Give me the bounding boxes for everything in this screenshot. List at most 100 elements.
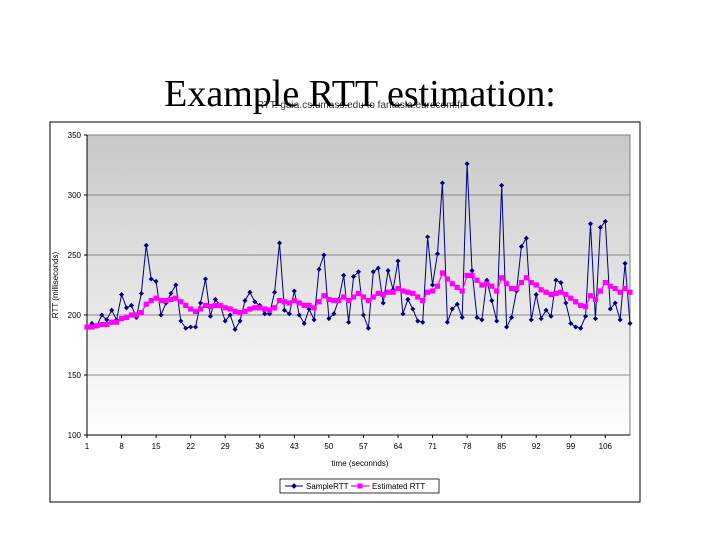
data-point (434, 283, 441, 289)
data-point (237, 318, 243, 324)
data-point (217, 302, 223, 308)
data-point (429, 288, 436, 294)
data-point (380, 292, 386, 298)
data-point (484, 281, 490, 287)
data-point (272, 289, 278, 295)
data-point (444, 276, 450, 282)
data-point (316, 266, 322, 272)
data-point (207, 304, 214, 310)
data-point (523, 275, 529, 281)
data-point (583, 313, 589, 319)
x-tick-label: 15 (152, 442, 161, 451)
data-point (331, 298, 337, 304)
x-tick-label: 78 (463, 442, 472, 451)
data-point (202, 276, 209, 282)
data-point (296, 312, 302, 318)
series-layer (84, 161, 633, 332)
data-point (311, 305, 317, 311)
data-point (558, 289, 564, 295)
data-point (222, 318, 228, 324)
data-point (326, 296, 332, 302)
data-point (375, 290, 381, 296)
data-point (395, 258, 401, 264)
data-point (454, 301, 460, 307)
data-point (360, 294, 367, 300)
y-tick-label: 100 (68, 431, 82, 440)
data-point (212, 302, 218, 308)
data-point (321, 293, 327, 299)
x-tick-label: 29 (221, 442, 230, 451)
data-point (286, 300, 292, 306)
data-point (94, 323, 100, 329)
data-point (158, 298, 164, 304)
plot-area (86, 134, 631, 436)
data-point (370, 269, 376, 275)
data-point (592, 296, 599, 302)
data-point (489, 298, 495, 304)
data-point (420, 319, 426, 325)
data-point (489, 283, 495, 289)
data-point (533, 282, 539, 288)
data-point (104, 322, 110, 328)
data-point (163, 298, 169, 304)
data-point (178, 299, 184, 305)
data-point (232, 326, 238, 332)
data-point (148, 276, 154, 282)
x-tick-label: 1 (85, 442, 90, 451)
legend-label-estimated: Estimated RTT (372, 482, 425, 491)
data-point (602, 218, 608, 224)
data-point (597, 224, 603, 230)
data-point (193, 308, 199, 314)
data-point (173, 282, 179, 288)
data-point (99, 322, 105, 328)
legend: SampleRTT Estimated RTT (279, 478, 440, 494)
data-point (232, 308, 238, 314)
data-point (276, 298, 283, 304)
data-point (612, 286, 618, 292)
data-point (212, 296, 218, 302)
data-point (494, 318, 500, 324)
data-point (89, 324, 95, 330)
x-tick-label: 36 (255, 442, 264, 451)
data-point (306, 302, 312, 308)
x-tick-label: 43 (290, 442, 299, 451)
data-point (479, 317, 485, 323)
data-point (543, 289, 549, 295)
data-point (410, 290, 416, 296)
data-point (602, 280, 608, 286)
data-point (346, 319, 352, 325)
x-axis-label: time (seconnds) (332, 459, 389, 468)
data-point (439, 270, 446, 276)
data-point (622, 286, 628, 292)
data-point (118, 316, 125, 322)
data-point (153, 295, 159, 301)
y-tick-label: 200 (68, 311, 82, 320)
data-point (242, 298, 248, 304)
data-point (138, 290, 144, 296)
data-point (449, 281, 455, 287)
y-tick-label: 150 (68, 371, 82, 380)
data-point (252, 305, 258, 311)
data-point (128, 302, 134, 308)
data-point (469, 272, 475, 278)
y-tick-label: 300 (68, 191, 82, 200)
data-point (538, 287, 544, 293)
data-point (158, 312, 164, 318)
data-point (296, 300, 302, 306)
data-point (346, 298, 352, 304)
data-point (360, 312, 366, 318)
data-point (429, 282, 436, 288)
data-point (459, 314, 465, 320)
x-tick-label: 99 (566, 442, 575, 451)
data-point (311, 317, 317, 323)
data-point (143, 301, 149, 307)
data-point (197, 300, 204, 306)
data-point (197, 306, 204, 312)
grid-layer (87, 194, 630, 376)
data-point (390, 289, 396, 295)
y-tick-label: 350 (68, 131, 82, 140)
data-point (563, 300, 569, 306)
series-estimated-rtt (84, 270, 633, 330)
data-point (193, 324, 199, 330)
